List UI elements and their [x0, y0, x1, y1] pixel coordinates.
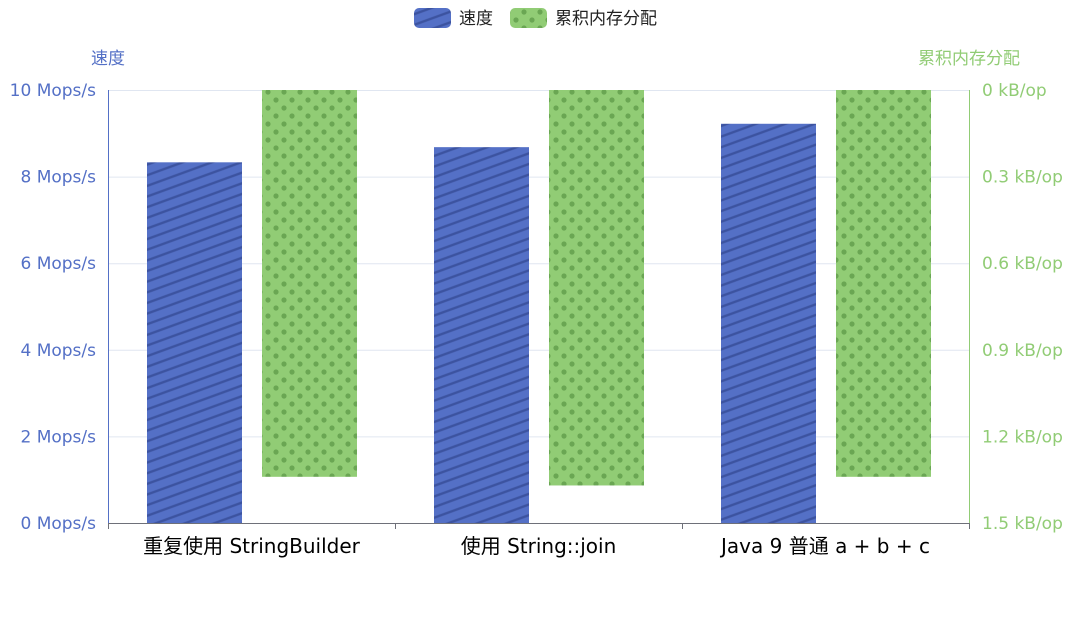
y-left-tick-label: 0 Mops/s: [20, 514, 96, 534]
bar-memory: [549, 90, 644, 486]
legend: 速度 累积内存分配: [414, 8, 657, 29]
legend-label-memory: 累积内存分配: [555, 9, 657, 29]
y-right-tick-label: 0.9 kB/op: [982, 341, 1063, 361]
y-right-tick-label: 0 kB/op: [982, 81, 1047, 101]
bar-memory: [262, 90, 357, 477]
y-right-tick-label: 0.6 kB/op: [982, 254, 1063, 274]
legend-swatch-memory: [510, 8, 547, 28]
y-axis-right-ticks: 0 kB/op 0.3 kB/op 0.6 kB/op 0.9 kB/op 1.2 kB…: [982, 81, 1063, 534]
bar-speed: [147, 162, 242, 523]
x-axis-ticks: [108, 523, 970, 529]
y-axis-left-ticks: 0 Mops/s 2 Mops/s 4 Mops/s 6 Mops/s 8 Mops/s…: [10, 81, 96, 534]
y-axis-right-title: 累积内存分配: [918, 49, 1020, 69]
x-axis-category-label: Java 9 普通 a + b + c: [719, 534, 930, 558]
x-axis-category-label: 重复使用 StringBuilder: [143, 534, 361, 558]
legend-item-memory[interactable]: 累积内存分配: [510, 8, 657, 29]
y-axis-left-title: 速度: [91, 49, 125, 69]
y-left-tick-label: 8 Mops/s: [20, 168, 96, 188]
legend-item-speed[interactable]: 速度: [414, 8, 493, 29]
y-left-tick-label: 6 Mops/s: [20, 254, 96, 274]
x-axis-labels: 重复使用 StringBuilder 使用 String::join Java 9 …: [143, 534, 930, 558]
x-axis-category-label: 使用 String::join: [461, 534, 617, 558]
legend-label-speed: 速度: [459, 9, 493, 29]
bar-memory: [836, 90, 931, 477]
bar-speed: [721, 123, 816, 524]
y-left-tick-label: 2 Mops/s: [20, 427, 96, 447]
y-right-tick-label: 1.2 kB/op: [982, 427, 1063, 447]
y-left-tick-label: 4 Mops/s: [20, 341, 96, 361]
y-right-tick-label: 0.3 kB/op: [982, 168, 1063, 188]
bars: [147, 90, 931, 524]
y-left-tick-label: 10 Mops/s: [10, 81, 96, 101]
y-right-tick-label: 1.5 kB/op: [982, 514, 1063, 534]
gridlines: [108, 90, 969, 438]
bar-speed: [434, 147, 529, 523]
legend-swatch-speed: [414, 8, 451, 28]
